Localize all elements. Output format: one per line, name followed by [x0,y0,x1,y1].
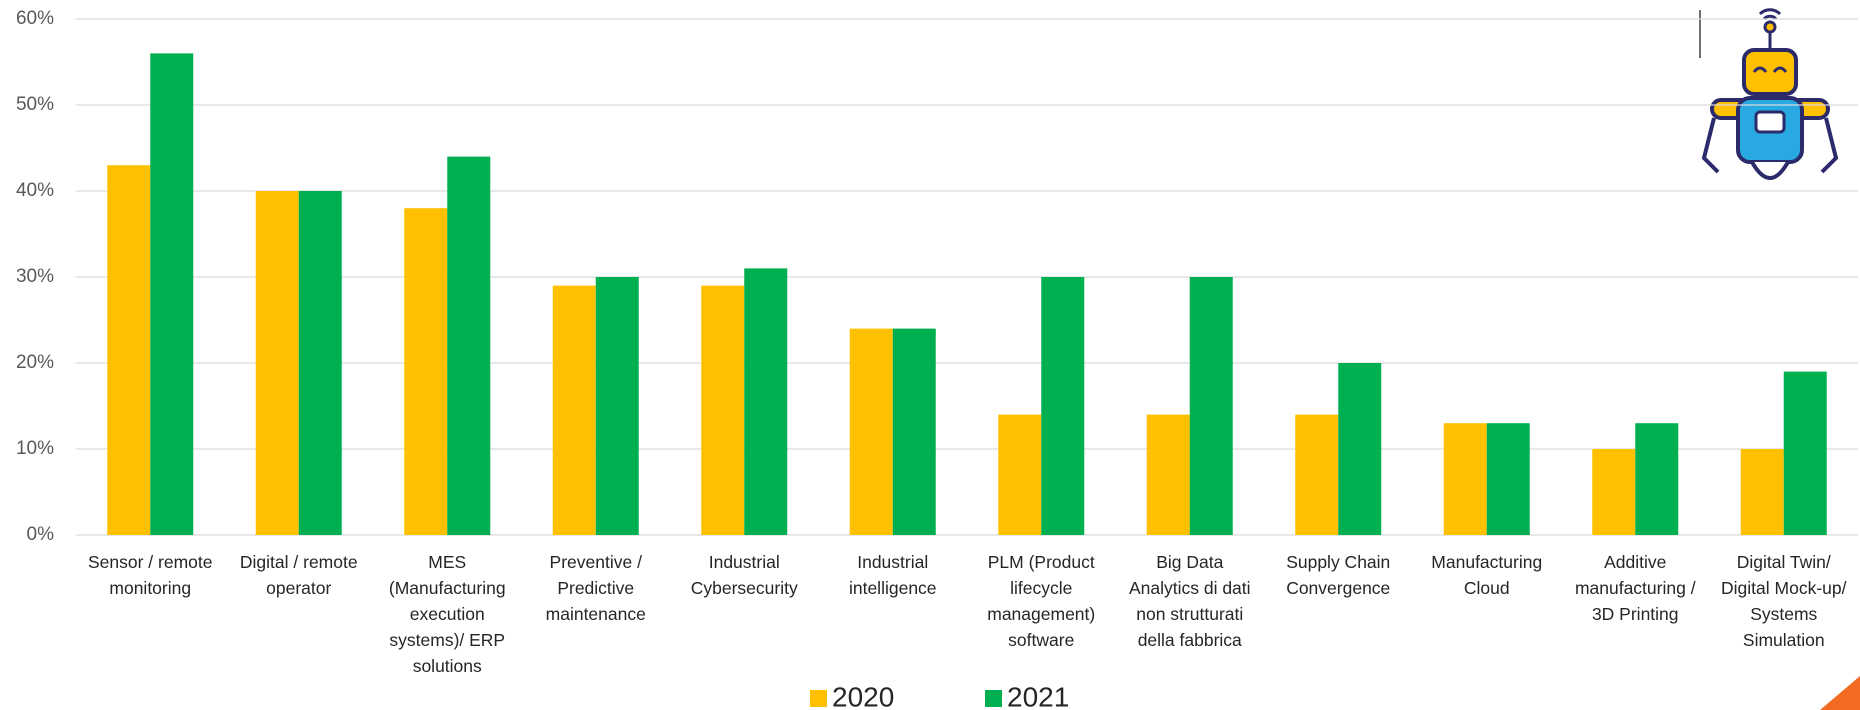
bar [998,414,1042,535]
x-tick-label: Supply Chain Convergence [1286,552,1391,598]
bar [701,285,745,535]
legend-label: 2021 [1007,681,1069,710]
x-tick-label: PLM (Product lifecycle management) softw… [987,552,1096,650]
x-tick-label: Industrial Cybersecurity [690,552,798,598]
bar [1295,414,1339,535]
x-tick-label: Digital / remote operator [239,552,358,598]
x-tick-label: Big Data Analytics di dati non struttura… [1128,552,1251,650]
bar [1486,423,1530,535]
y-tick-label: 20% [16,352,54,373]
x-tick-label: Industrial intelligence [848,552,937,598]
y-tick-label: 50% [16,94,54,115]
bar [1146,414,1190,535]
bar [447,156,491,535]
y-tick-label: 10% [16,438,54,459]
grid [76,18,1858,536]
y-tick-label: 0% [27,524,55,545]
bar [107,165,151,535]
bar [1041,277,1085,535]
legend-swatch [985,690,1002,707]
bar [849,328,893,535]
bar [892,328,936,535]
robot-icon [1699,8,1839,180]
bar [1338,363,1382,535]
y-tick-label: 40% [16,180,54,201]
x-tick-label: Preventive / Predictive maintenance [545,552,646,624]
legend-label: 2020 [832,681,894,710]
x-tick-label: Sensor / remote monitoring [88,552,213,598]
x-tick-label: Digital Twin/ Digital Mock-up/ Systems S… [1721,552,1847,650]
corner-accent [1820,676,1860,710]
x-tick-label: Additive manufacturing / 3D Printing [1574,552,1696,624]
bar [744,268,788,535]
bar [150,53,194,536]
x-tick-label: MES (Manufacturing execution systems)/ E… [388,552,506,676]
bar [1592,449,1636,535]
bar [1783,371,1827,535]
bar [595,277,639,535]
bar [1635,423,1679,535]
y-tick-label: 30% [16,266,54,287]
legend-swatch [810,690,827,707]
bar [404,208,448,535]
x-tick-label: Manufacturing Cloud [1431,552,1543,598]
bar [1443,423,1487,535]
y-tick-label: 60% [16,8,54,29]
bar [1189,277,1233,535]
bar [1740,449,1784,535]
bar [255,191,299,535]
bar [298,191,342,535]
bar [552,285,596,535]
